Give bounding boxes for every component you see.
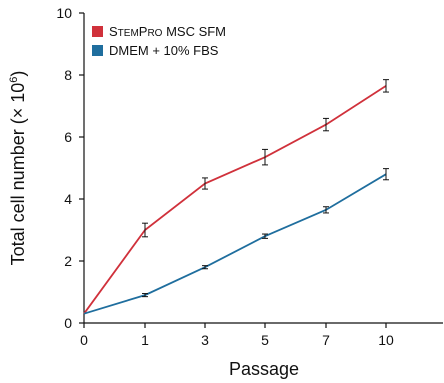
x-tick-label: 7 (322, 332, 330, 348)
series-1 (83, 168, 389, 315)
legend-item-dmem: DMEM + 10% FBS (92, 43, 219, 58)
x-tick-label: 5 (261, 332, 269, 348)
legend-swatch-dmem (92, 45, 103, 56)
series-0 (83, 79, 389, 315)
x-tick-label: 3 (201, 332, 209, 348)
x-tick-label: 10 (378, 332, 394, 348)
x-axis-title: Passage (229, 359, 299, 379)
error-bar (142, 293, 148, 298)
error-bar (142, 222, 148, 238)
y-tick-label: 6 (64, 129, 72, 145)
x-axis: 0 1 3 5 7 10 (80, 322, 443, 348)
error-bar (262, 148, 268, 166)
legend-item-stempro: STEMPRO MSC SFM (92, 24, 226, 39)
y-axis-title: Total cell number (× 106) (8, 71, 28, 266)
error-bar (383, 168, 389, 181)
series-layer (83, 79, 389, 315)
legend: STEMPRO MSC SFM DMEM + 10% FBS (92, 24, 226, 58)
legend-swatch-stempro (92, 26, 103, 37)
x-tick-label: 1 (141, 332, 149, 348)
error-bar (323, 206, 329, 214)
legend-label-dmem: DMEM + 10% FBS (109, 43, 219, 58)
y-axis-title-close: ) (8, 71, 28, 77)
series-line (83, 85, 387, 315)
x-tick-label: 0 (80, 332, 88, 348)
error-bar (323, 117, 329, 132)
error-bar (202, 265, 208, 270)
y-tick-label: 8 (64, 67, 72, 83)
error-bar (202, 177, 208, 190)
error-bar (383, 79, 389, 93)
error-bar (262, 233, 268, 239)
series-line (83, 173, 387, 315)
y-tick-label: 4 (64, 191, 72, 207)
y-tick-label: 2 (64, 253, 72, 269)
y-tick-label: 10 (56, 5, 72, 21)
y-axis-title-exponent: 6 (8, 77, 20, 83)
legend-label-stempro: STEMPRO MSC SFM (109, 24, 226, 39)
y-tick-label: 0 (64, 315, 72, 331)
y-axis-title-main: Total cell number (× 10 (8, 83, 28, 266)
y-axis: 0 2 4 6 8 10 (56, 5, 85, 331)
